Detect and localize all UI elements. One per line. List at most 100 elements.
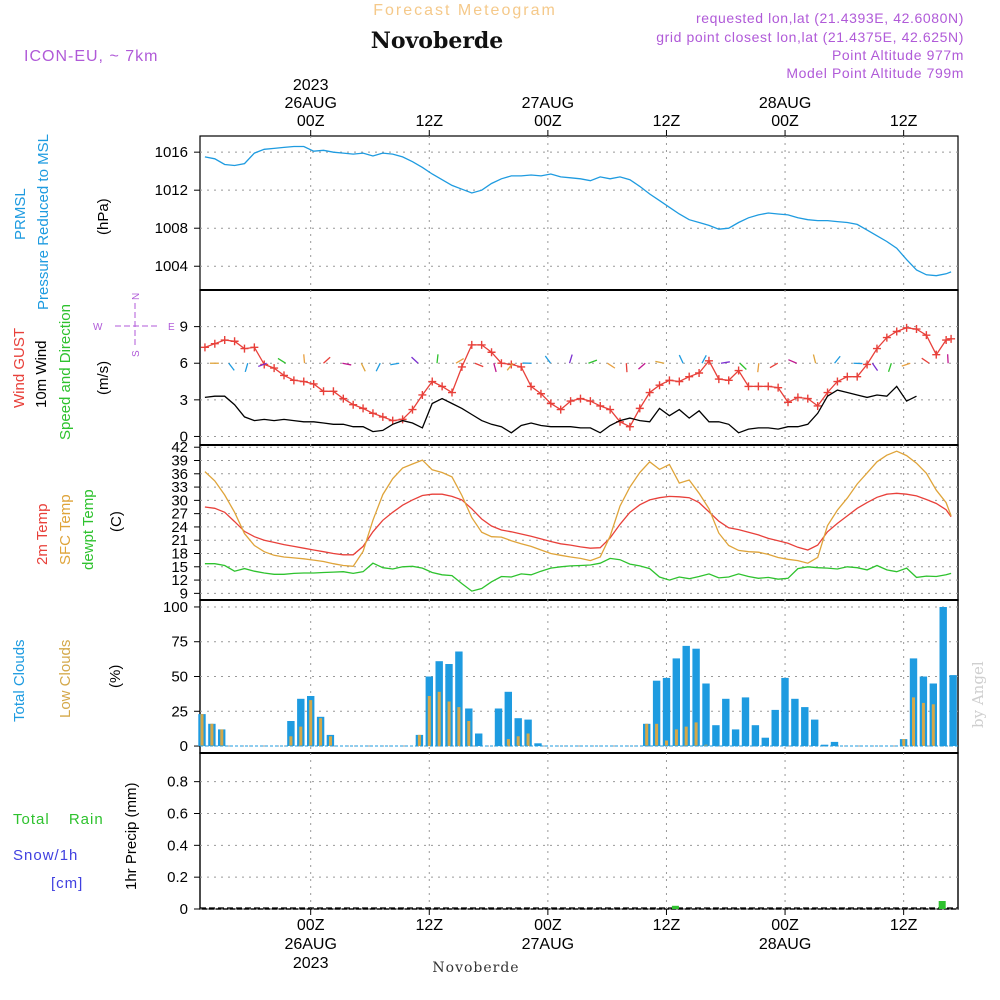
- footer-location: Novoberde: [432, 960, 519, 976]
- cloud-bar-low: [674, 729, 678, 747]
- temp-label-unit: (C): [108, 511, 125, 532]
- precip-bar: [938, 901, 946, 909]
- time-label-top: 12Z: [415, 113, 443, 130]
- cloud-bar-total: [751, 725, 760, 747]
- cloud-bar-low: [457, 707, 461, 746]
- gust-marker: [714, 375, 723, 384]
- pressure-line: [204, 145, 952, 277]
- gust-marker: [566, 397, 575, 406]
- wind-arrow: [678, 354, 684, 364]
- cloud-bar-total: [741, 697, 750, 747]
- gust-marker: [536, 389, 545, 398]
- cloud-bar-total: [781, 677, 789, 747]
- cloud-bar-total: [791, 698, 799, 747]
- gust-marker: [497, 359, 506, 368]
- cloud-bar-total: [672, 658, 680, 746]
- pressure-label-prmsl: PRMSL: [12, 188, 29, 240]
- cloud-bar-total: [475, 733, 483, 746]
- gust-marker: [467, 340, 476, 349]
- y-tick-label: 50: [171, 669, 188, 686]
- cloud-bar-total: [297, 698, 305, 747]
- wind-arrow: [568, 354, 573, 364]
- y-tick-label: 0: [180, 901, 188, 918]
- gust-marker: [250, 343, 259, 352]
- point-altitude: Point Altitude 977m: [832, 47, 964, 63]
- cloud-bar-low: [704, 744, 708, 747]
- compass-rose: N W E S: [93, 293, 175, 357]
- compass-e: E: [168, 322, 175, 333]
- clouds-label-total: Total Clouds: [11, 639, 28, 722]
- cloud-bar-total: [702, 683, 710, 747]
- gust-marker: [349, 400, 358, 409]
- y-tick-label: 1012: [155, 182, 188, 199]
- cloud-bar-total: [811, 719, 819, 746]
- gust-marker: [586, 397, 595, 406]
- cloud-bar-low: [912, 697, 915, 747]
- gridpoint-coords: grid point closest lon,lat (21.4375E, 42…: [656, 29, 964, 45]
- gust-marker: [665, 376, 674, 385]
- gust-marker: [625, 422, 634, 431]
- gust-marker: [813, 401, 822, 410]
- gust-marker: [912, 325, 921, 334]
- cloud-bar-low: [645, 723, 649, 747]
- super-title: Forecast Meteogram: [373, 2, 557, 19]
- pressure-label-desc: Pressure Reduced to MSL: [35, 134, 52, 310]
- wind-label-gust: Wind GUST: [11, 328, 28, 408]
- wind-arrow: [739, 362, 747, 370]
- gust-marker: [408, 405, 417, 414]
- wind-arrow: [757, 363, 760, 373]
- gust-marker: [685, 372, 694, 381]
- gust-marker: [675, 377, 684, 386]
- cloud-bar-total: [731, 729, 740, 747]
- y-tick-label: 36: [171, 466, 188, 483]
- y-tick-label: 100: [163, 599, 188, 616]
- cloud-bar-total: [514, 718, 522, 746]
- y-tick-label: 0.2: [167, 869, 188, 886]
- gust-marker: [932, 350, 941, 359]
- time-label-top: 27AUG: [522, 95, 574, 112]
- gust-marker: [270, 364, 279, 373]
- gust-marker: [388, 416, 397, 425]
- compass-s: S: [131, 350, 142, 357]
- clouds-label-low: Low Clouds: [57, 640, 74, 718]
- cloud-bar-low: [437, 691, 441, 746]
- gust-marker: [803, 394, 812, 403]
- y-tick-label: 1008: [155, 220, 188, 237]
- wind-arrow: [720, 361, 730, 364]
- gust-marker: [319, 387, 328, 396]
- precip-label-unit: 1hr Precip (mm): [123, 782, 140, 890]
- gust-marker: [438, 382, 447, 391]
- gust-marker: [947, 334, 956, 343]
- cloud-bar-total: [524, 719, 532, 746]
- cloud-bar-total: [692, 648, 700, 747]
- gust-marker: [368, 409, 377, 418]
- gust-marker: [843, 372, 852, 381]
- gust-marker: [546, 399, 555, 408]
- cloud-bar-low: [506, 739, 510, 747]
- gust-marker: [448, 388, 457, 397]
- sfc-temp-line: [204, 450, 952, 567]
- wind-arrow: [901, 362, 911, 367]
- y-tick-label: 15: [171, 559, 188, 576]
- wind-arrow: [655, 360, 665, 364]
- cloud-bar-total: [801, 707, 809, 746]
- time-label-bottom: 12Z: [890, 917, 918, 934]
- gust-marker: [378, 412, 387, 421]
- time-label-bottom: 12Z: [653, 917, 681, 934]
- wind-arrow: [277, 357, 286, 364]
- wind-arrow: [871, 362, 879, 371]
- requested-coords: requested lon,lat (21.4393E, 42.6080N): [696, 10, 964, 26]
- gust-marker: [428, 377, 437, 386]
- gust-marker: [289, 376, 298, 385]
- gust-marker: [487, 348, 496, 357]
- gust-marker: [359, 404, 368, 413]
- time-label-top: 26AUG: [284, 95, 336, 112]
- cloud-bar-total: [287, 721, 295, 746]
- gust-marker: [527, 382, 536, 391]
- y-tick-label: 9: [180, 585, 188, 602]
- wind-arrow: [342, 362, 352, 366]
- gust-marker: [477, 340, 486, 349]
- gust-marker: [299, 377, 308, 386]
- time-label-top: 00Z: [534, 113, 562, 130]
